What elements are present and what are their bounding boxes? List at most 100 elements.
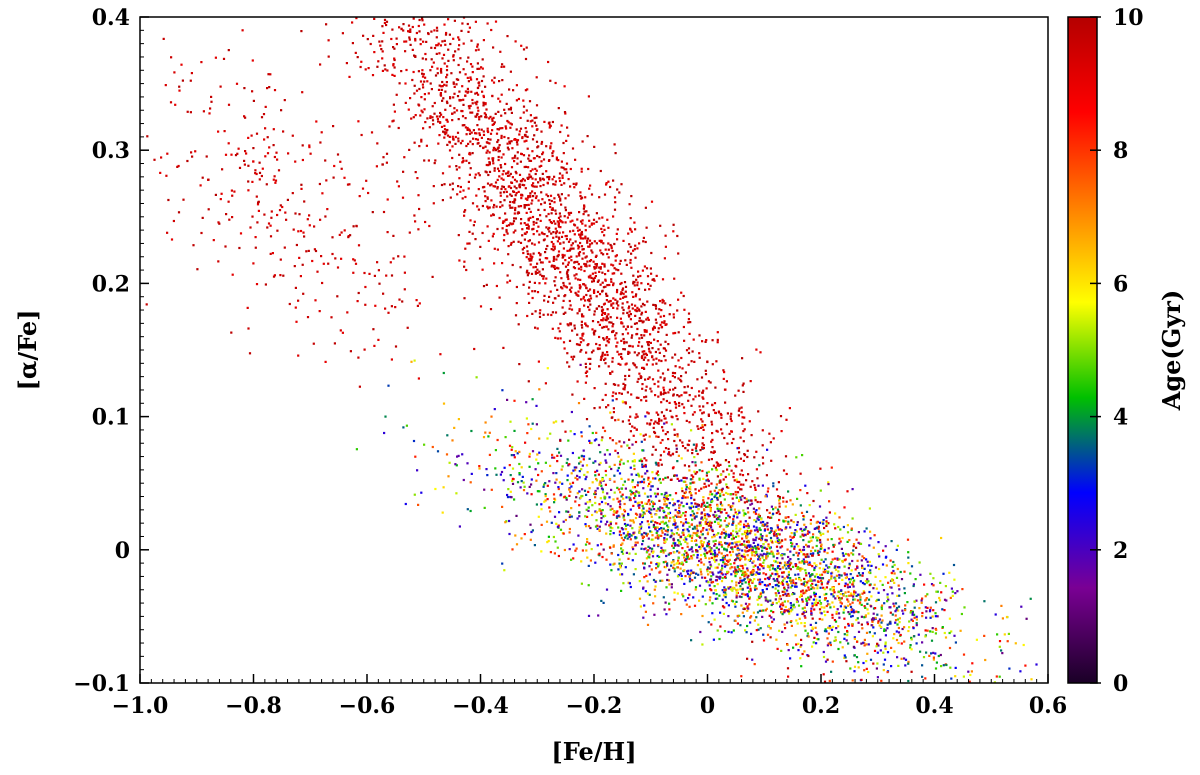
scatter-point [930, 583, 934, 586]
scatter-point [234, 154, 238, 157]
scatter-point [447, 48, 450, 51]
scatter-point [387, 384, 390, 387]
scatter-point [715, 555, 718, 558]
scatter-point [454, 142, 457, 145]
scatter-point [832, 605, 836, 608]
scatter-point [358, 385, 361, 388]
scatter-point [677, 574, 680, 577]
scatter-point [910, 565, 914, 568]
scatter-point [534, 270, 537, 273]
scatter-point [280, 109, 283, 112]
scatter-point [733, 602, 736, 606]
scatter-point [802, 582, 805, 585]
scatter-point [707, 484, 710, 487]
scatter-point [256, 221, 259, 224]
scatter-point [848, 594, 851, 597]
scatter-point [805, 574, 808, 577]
scatter-point [449, 196, 452, 199]
scatter-point [652, 525, 655, 529]
scatter-point [828, 679, 831, 682]
scatter-point [804, 629, 807, 632]
scatter-point [276, 213, 279, 217]
scatter-point [388, 125, 391, 128]
scatter-point [696, 534, 699, 537]
scatter-point [511, 467, 515, 470]
scatter-point [838, 576, 841, 579]
scatter-point [680, 613, 683, 616]
scatter-point [636, 281, 639, 284]
scatter-point [823, 598, 826, 601]
scatter-point [659, 315, 662, 318]
scatter-point [523, 165, 526, 169]
scatter-point [742, 573, 745, 576]
scatter-point [732, 518, 735, 521]
scatter-point [696, 556, 699, 559]
scatter-point [604, 523, 607, 526]
scatter-point [439, 111, 442, 115]
scatter-point [458, 38, 461, 41]
scatter-point [759, 583, 762, 586]
scatter-point [500, 166, 503, 169]
scatter-point [476, 138, 479, 141]
scatter-point [859, 580, 862, 583]
scatter-point [657, 474, 660, 477]
scatter-point [904, 658, 908, 661]
scatter-point [770, 564, 773, 567]
scatter-point [730, 631, 733, 634]
scatter-point [684, 480, 687, 483]
scatter-point [665, 333, 668, 336]
scatter-point [492, 206, 495, 209]
scatter-point [686, 542, 689, 545]
scatter-point [743, 607, 746, 611]
scatter-point [806, 492, 809, 495]
scatter-point [313, 225, 316, 228]
scatter-point [639, 433, 642, 436]
scatter-point [524, 165, 527, 168]
scatter-point [704, 520, 707, 523]
scatter-point [696, 503, 699, 506]
scatter-point [550, 221, 554, 225]
scatter-point [309, 152, 312, 155]
scatter-point [274, 181, 277, 184]
scatter-point [756, 544, 759, 548]
scatter-point [797, 552, 801, 555]
scatter-point [727, 615, 730, 618]
scatter-point [655, 411, 658, 414]
scatter-point [397, 126, 400, 130]
scatter-point [855, 610, 858, 613]
scatter-point [754, 510, 757, 513]
scatter-point [595, 266, 598, 269]
scatter-point [942, 664, 945, 667]
scatter-point [718, 551, 721, 554]
scatter-point [717, 548, 720, 551]
scatter-point [847, 590, 850, 593]
scatter-point [663, 355, 666, 358]
scatter-point [910, 670, 913, 673]
scatter-point [536, 154, 539, 158]
scatter-point [444, 33, 448, 36]
scatter-point [658, 534, 661, 537]
scatter-point [616, 238, 619, 241]
scatter-point [526, 135, 529, 138]
scatter-point [707, 497, 710, 500]
scatter-point [822, 522, 825, 525]
scatter-point [658, 359, 661, 362]
scatter-point [632, 274, 635, 277]
scatter-point [713, 618, 716, 621]
scatter-point [820, 612, 823, 615]
scatter-point [710, 420, 713, 423]
scatter-point [414, 39, 417, 42]
scatter-point [421, 83, 424, 86]
scatter-point [604, 362, 607, 365]
scatter-point [659, 343, 662, 346]
scatter-point [873, 583, 876, 586]
scatter-point [889, 586, 892, 589]
scatter-point [502, 178, 505, 181]
scatter-point [932, 658, 935, 661]
scatter-point [385, 23, 388, 27]
scatter-point [844, 558, 847, 561]
scatter-point [334, 257, 337, 260]
scatter-point [558, 212, 561, 215]
scatter-point [605, 316, 608, 319]
scatter-point [801, 454, 804, 457]
